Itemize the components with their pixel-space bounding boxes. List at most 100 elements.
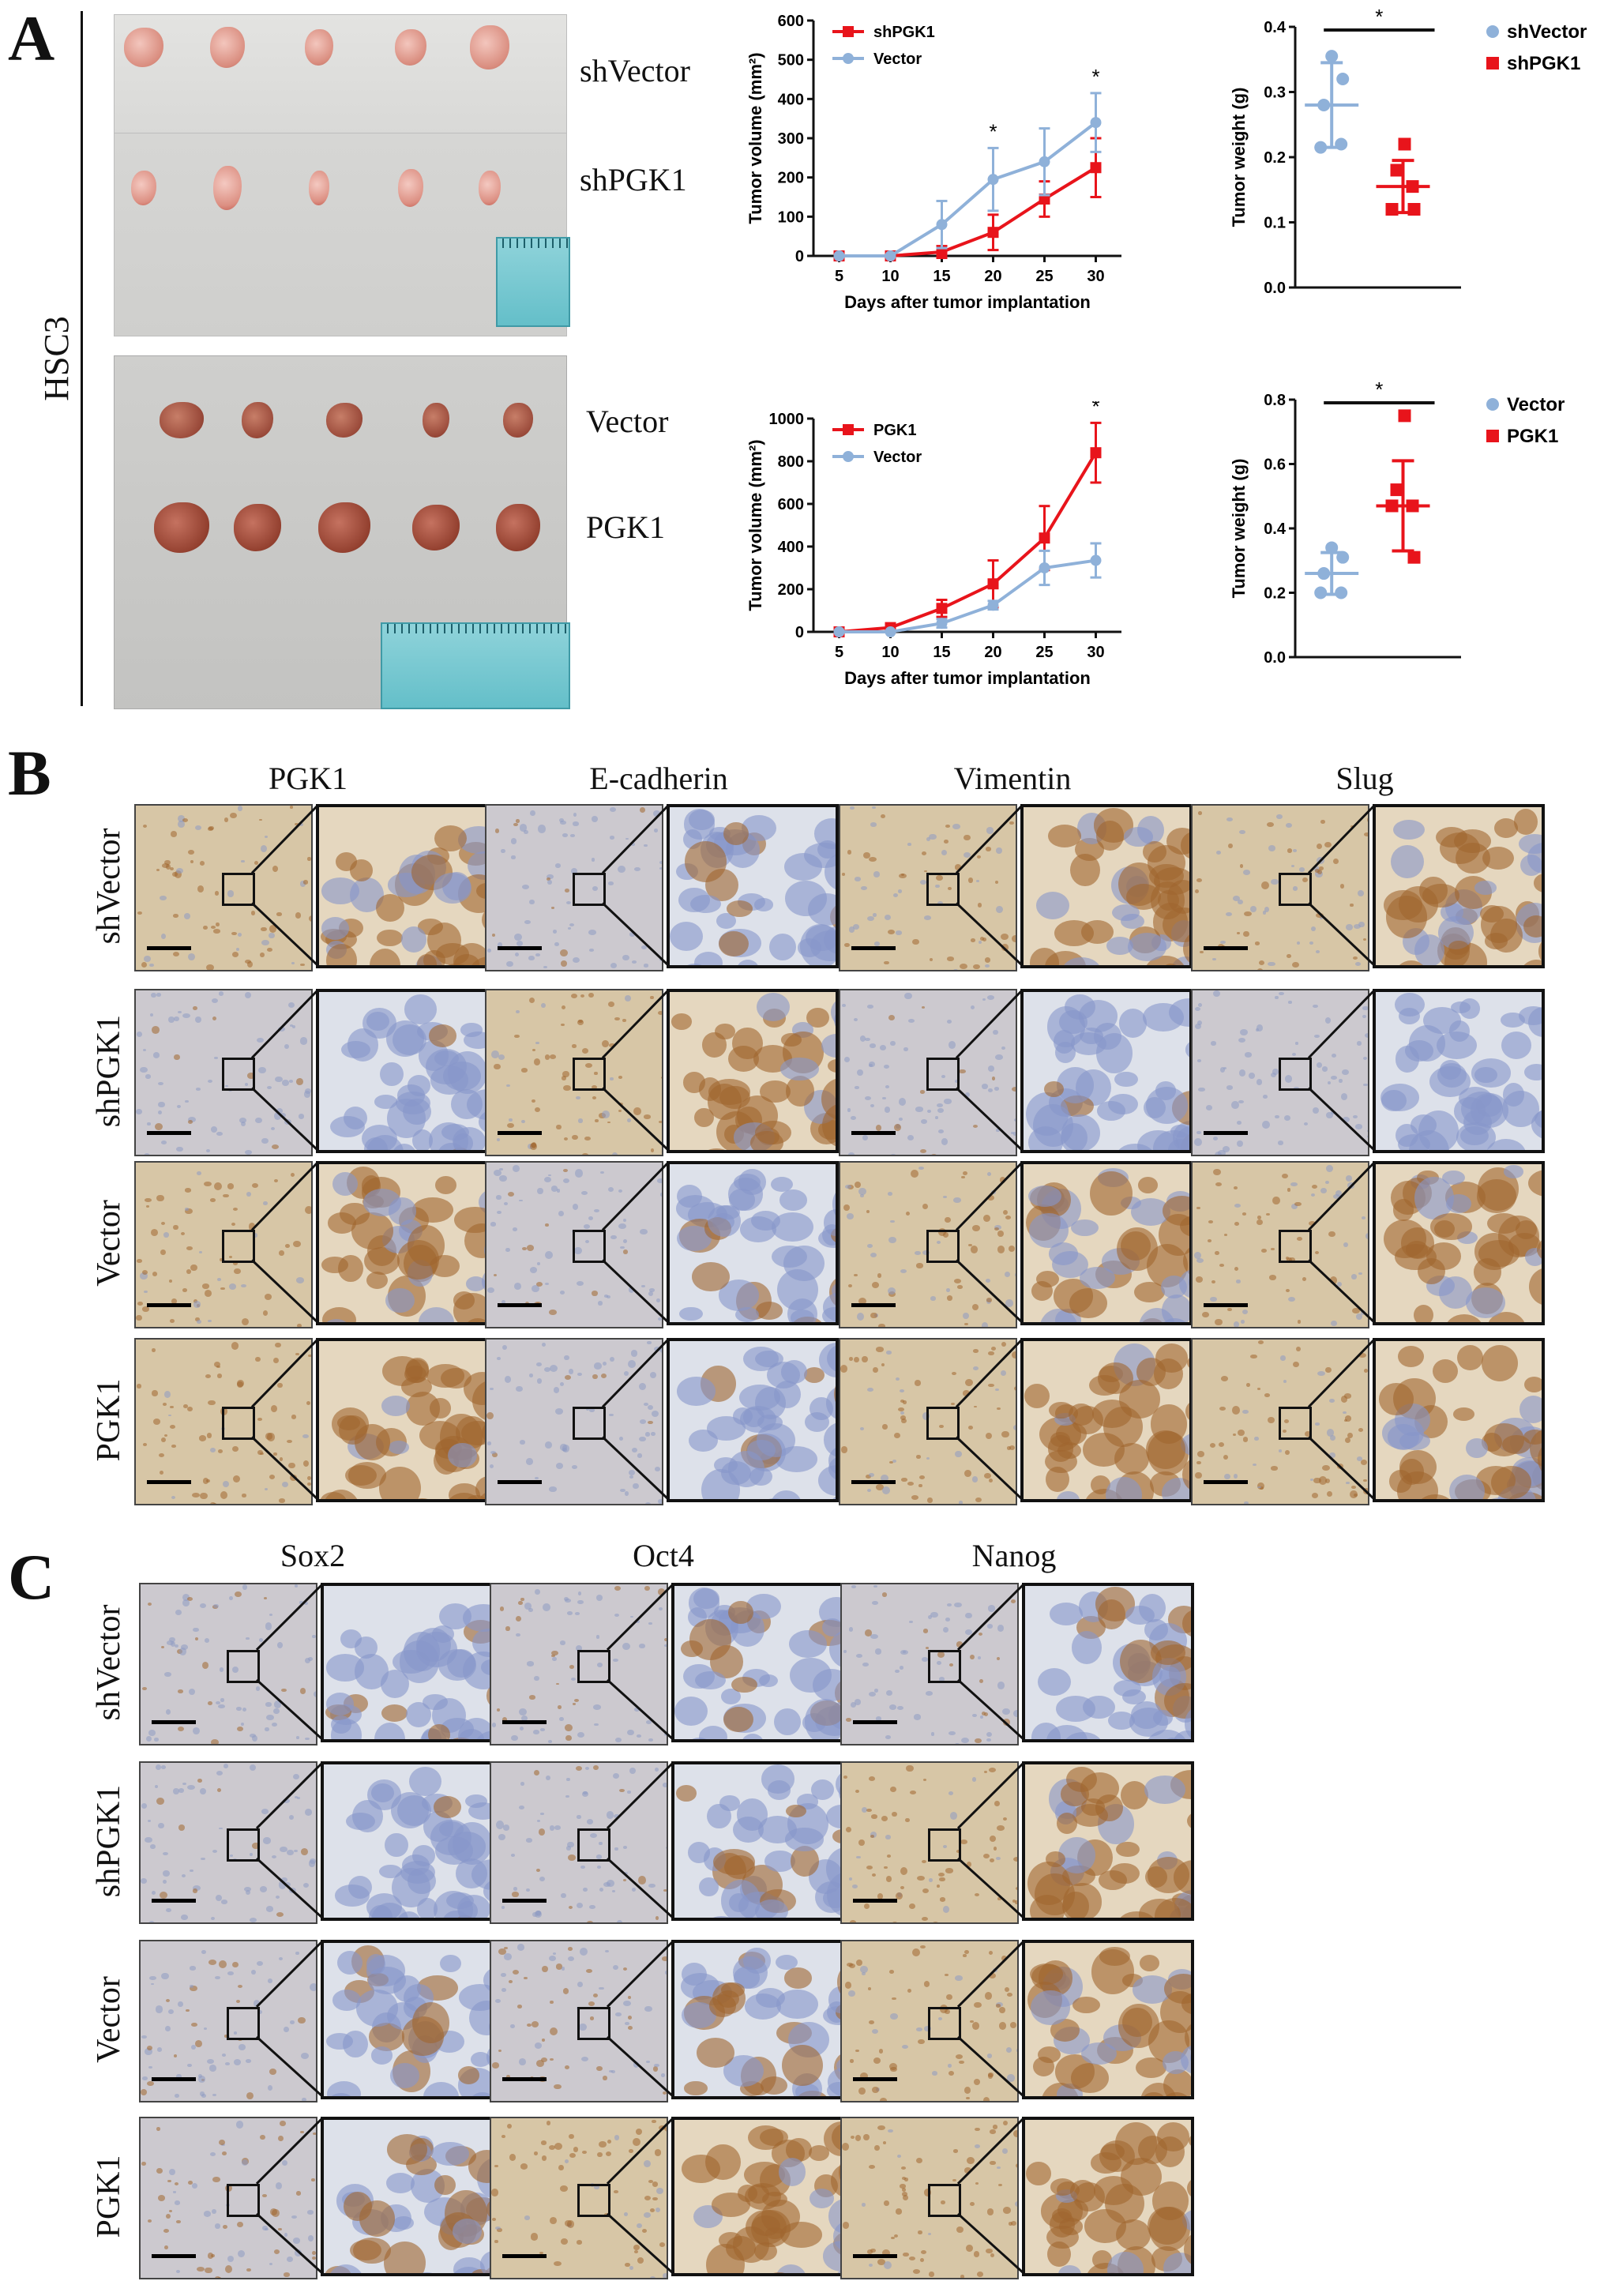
tissue-texture: [783, 1967, 812, 1989]
tissue-texture: [1243, 930, 1249, 938]
data-point-pgk1: [987, 578, 999, 590]
connector-line: [1307, 1436, 1376, 1501]
tissue-texture: [1523, 1064, 1542, 1081]
tissue-texture: [1504, 1165, 1524, 1178]
tissue-texture: [392, 1024, 427, 1055]
tissue-texture: [1319, 916, 1323, 920]
tissue-texture: [377, 929, 404, 947]
tissue-texture: [756, 992, 791, 1021]
tissue-texture: [538, 825, 546, 833]
ihc-high-mag: [671, 1583, 843, 1742]
data-point-pgk1: [1390, 483, 1403, 497]
tissue-texture: [389, 1441, 409, 1454]
ihc-high-mag: [1022, 1940, 1194, 2099]
tissue-texture: [1292, 1052, 1297, 1056]
row-label-pgk1: PGK1: [91, 2155, 127, 2238]
tissue-texture: [908, 1019, 915, 1023]
tissue-texture: [162, 863, 170, 868]
tissue-texture: [1315, 869, 1320, 873]
scale-bar: [147, 1131, 191, 1135]
tissue-texture: [158, 1101, 165, 1108]
tissue-texture: [1238, 829, 1245, 835]
tissue-texture: [1267, 821, 1274, 827]
scale-bar: [498, 946, 542, 950]
tissue-texture: [1316, 1062, 1322, 1068]
tissue-texture: [157, 1110, 163, 1115]
row-label-vector: Vector: [91, 1976, 127, 2063]
zoom-connector: [601, 804, 670, 967]
tissue-texture: [409, 1767, 442, 1797]
tissue-texture: [873, 871, 880, 877]
tissue-texture: [868, 1064, 873, 1068]
tissue-texture: [680, 1917, 713, 1918]
tissue-texture: [970, 1005, 975, 1010]
tissue-texture: [1225, 911, 1232, 916]
tissue-texture: [421, 964, 463, 965]
tissue-texture: [935, 884, 941, 889]
tissue-texture: [1474, 880, 1497, 895]
tissue-texture: [196, 1088, 201, 1091]
tissue-texture: [1290, 864, 1294, 867]
tissue-texture: [1090, 1171, 1133, 1216]
connector-line: [955, 1338, 1024, 1408]
tissue-texture: [959, 1069, 966, 1074]
ihc-high-mag: [671, 1761, 843, 1921]
tissue-texture: [1139, 1955, 1160, 1972]
row-label-vector: Vector: [91, 1200, 127, 1287]
tissue-texture: [547, 874, 554, 879]
tissue-texture: [1001, 944, 1009, 951]
tissue-texture: [1527, 1169, 1542, 1197]
ihc-high-mag: [321, 1940, 493, 2099]
tissue-texture: [1271, 878, 1279, 885]
tissue-texture: [164, 859, 171, 865]
tissue-texture: [1440, 832, 1480, 864]
tissue-texture: [653, 810, 661, 817]
tissue-texture: [659, 958, 662, 962]
tissue-texture: [1527, 843, 1542, 874]
tissue-texture: [187, 1116, 196, 1122]
ruler-tick: [437, 624, 438, 633]
tissue-texture: [932, 1922, 939, 1924]
tissue-texture: [847, 1108, 851, 1112]
tissue-texture: [326, 2081, 361, 2096]
tissue-texture: [1147, 2206, 1188, 2245]
tissue-texture: [381, 1355, 423, 1387]
tissue-texture: [1121, 1231, 1151, 1261]
tissue-texture: [1187, 1811, 1191, 1830]
tissue-texture: [554, 863, 561, 868]
tissue-texture: [907, 843, 911, 846]
x-tick-label: 10: [881, 268, 899, 285]
tissue-texture: [777, 1269, 818, 1310]
tissue-texture: [1391, 844, 1425, 878]
connector-line: [255, 1761, 324, 1829]
inset-box: [222, 1058, 255, 1092]
tissue-texture: [215, 2275, 220, 2278]
tissue-texture: [937, 1107, 944, 1113]
tissue-texture: [924, 870, 928, 873]
data-point-vector: [1325, 541, 1339, 554]
tissue-texture: [178, 814, 186, 822]
tissue-texture: [1071, 1630, 1103, 1664]
zoom-connector: [601, 989, 670, 1152]
tissue-texture: [407, 1224, 445, 1267]
tissue-texture: [1240, 863, 1244, 868]
tissue-texture: [561, 1076, 566, 1080]
tissue-texture: [571, 1044, 577, 1048]
tissue-texture: [210, 1126, 217, 1133]
tissue-texture: [584, 1136, 592, 1141]
y-tick-label: 0.3: [1264, 85, 1286, 102]
tissue-texture: [742, 1407, 765, 1427]
legend-label-shpgk1: shPGK1: [873, 24, 935, 41]
tissue-texture: [741, 1734, 764, 1739]
y-tick-label: 800: [778, 453, 804, 471]
tissue-texture: [176, 1146, 183, 1152]
tissue-texture: [864, 1037, 870, 1042]
connector-line: [606, 1940, 674, 2008]
tissue-texture: [532, 1049, 536, 1052]
tissue-texture: [1129, 1708, 1169, 1737]
tissue-texture: [760, 1080, 791, 1103]
tissue-texture: [147, 1122, 152, 1126]
tissue-texture: [697, 2037, 735, 2068]
legend-marker: [843, 424, 854, 435]
tissue-texture: [237, 806, 243, 812]
